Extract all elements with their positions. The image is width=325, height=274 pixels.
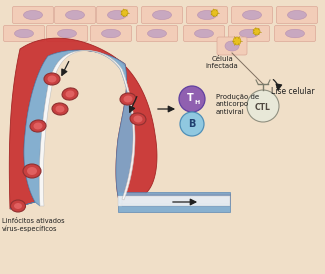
Text: T: T xyxy=(187,93,193,103)
Ellipse shape xyxy=(108,10,126,19)
Text: Produção de
anticorpo
antiviral: Produção de anticorpo antiviral xyxy=(216,93,259,115)
Ellipse shape xyxy=(33,122,43,130)
Text: H: H xyxy=(194,99,200,104)
FancyBboxPatch shape xyxy=(228,25,269,41)
Text: Lise celular: Lise celular xyxy=(271,87,315,96)
Ellipse shape xyxy=(23,10,43,19)
Ellipse shape xyxy=(44,73,60,85)
Text: Linfócitos ativados
vírus-específicos: Linfócitos ativados vírus-específicos xyxy=(2,218,65,232)
Ellipse shape xyxy=(148,29,166,38)
Ellipse shape xyxy=(23,164,41,178)
Circle shape xyxy=(121,9,128,16)
Ellipse shape xyxy=(285,29,305,38)
Ellipse shape xyxy=(66,10,84,19)
Circle shape xyxy=(180,112,204,136)
FancyBboxPatch shape xyxy=(46,25,87,41)
Ellipse shape xyxy=(10,200,25,212)
Ellipse shape xyxy=(198,10,216,19)
Text: B: B xyxy=(188,119,196,129)
Ellipse shape xyxy=(52,103,68,115)
Ellipse shape xyxy=(194,29,214,38)
Circle shape xyxy=(253,28,260,35)
FancyBboxPatch shape xyxy=(231,7,272,24)
Ellipse shape xyxy=(62,88,78,100)
Ellipse shape xyxy=(58,29,76,38)
Ellipse shape xyxy=(225,41,239,51)
FancyBboxPatch shape xyxy=(55,7,96,24)
Polygon shape xyxy=(9,38,230,209)
FancyBboxPatch shape xyxy=(4,25,45,41)
Ellipse shape xyxy=(288,10,306,19)
Ellipse shape xyxy=(124,96,133,102)
Circle shape xyxy=(211,9,218,16)
Ellipse shape xyxy=(134,115,142,122)
Ellipse shape xyxy=(120,93,136,105)
Ellipse shape xyxy=(66,90,74,98)
Text: Célula
infectada: Célula infectada xyxy=(206,56,238,69)
FancyBboxPatch shape xyxy=(184,25,225,41)
Ellipse shape xyxy=(30,120,46,132)
FancyBboxPatch shape xyxy=(12,7,54,24)
Ellipse shape xyxy=(152,10,172,19)
Ellipse shape xyxy=(15,29,33,38)
Ellipse shape xyxy=(130,113,146,125)
Ellipse shape xyxy=(14,203,22,209)
Circle shape xyxy=(179,86,205,112)
FancyBboxPatch shape xyxy=(136,25,177,41)
Polygon shape xyxy=(10,50,230,209)
FancyBboxPatch shape xyxy=(187,7,228,24)
Circle shape xyxy=(233,37,241,45)
Polygon shape xyxy=(39,50,135,206)
Circle shape xyxy=(247,90,279,122)
FancyBboxPatch shape xyxy=(118,192,230,212)
FancyBboxPatch shape xyxy=(141,7,183,24)
Ellipse shape xyxy=(27,167,37,175)
Ellipse shape xyxy=(47,76,57,82)
FancyBboxPatch shape xyxy=(277,7,318,24)
Text: CTL: CTL xyxy=(255,102,271,112)
FancyBboxPatch shape xyxy=(275,25,316,41)
FancyBboxPatch shape xyxy=(217,37,247,55)
Bar xyxy=(118,196,230,206)
FancyBboxPatch shape xyxy=(90,25,132,41)
Ellipse shape xyxy=(240,29,258,38)
Ellipse shape xyxy=(242,10,262,19)
Ellipse shape xyxy=(101,29,121,38)
Ellipse shape xyxy=(56,105,64,113)
FancyBboxPatch shape xyxy=(97,7,137,24)
